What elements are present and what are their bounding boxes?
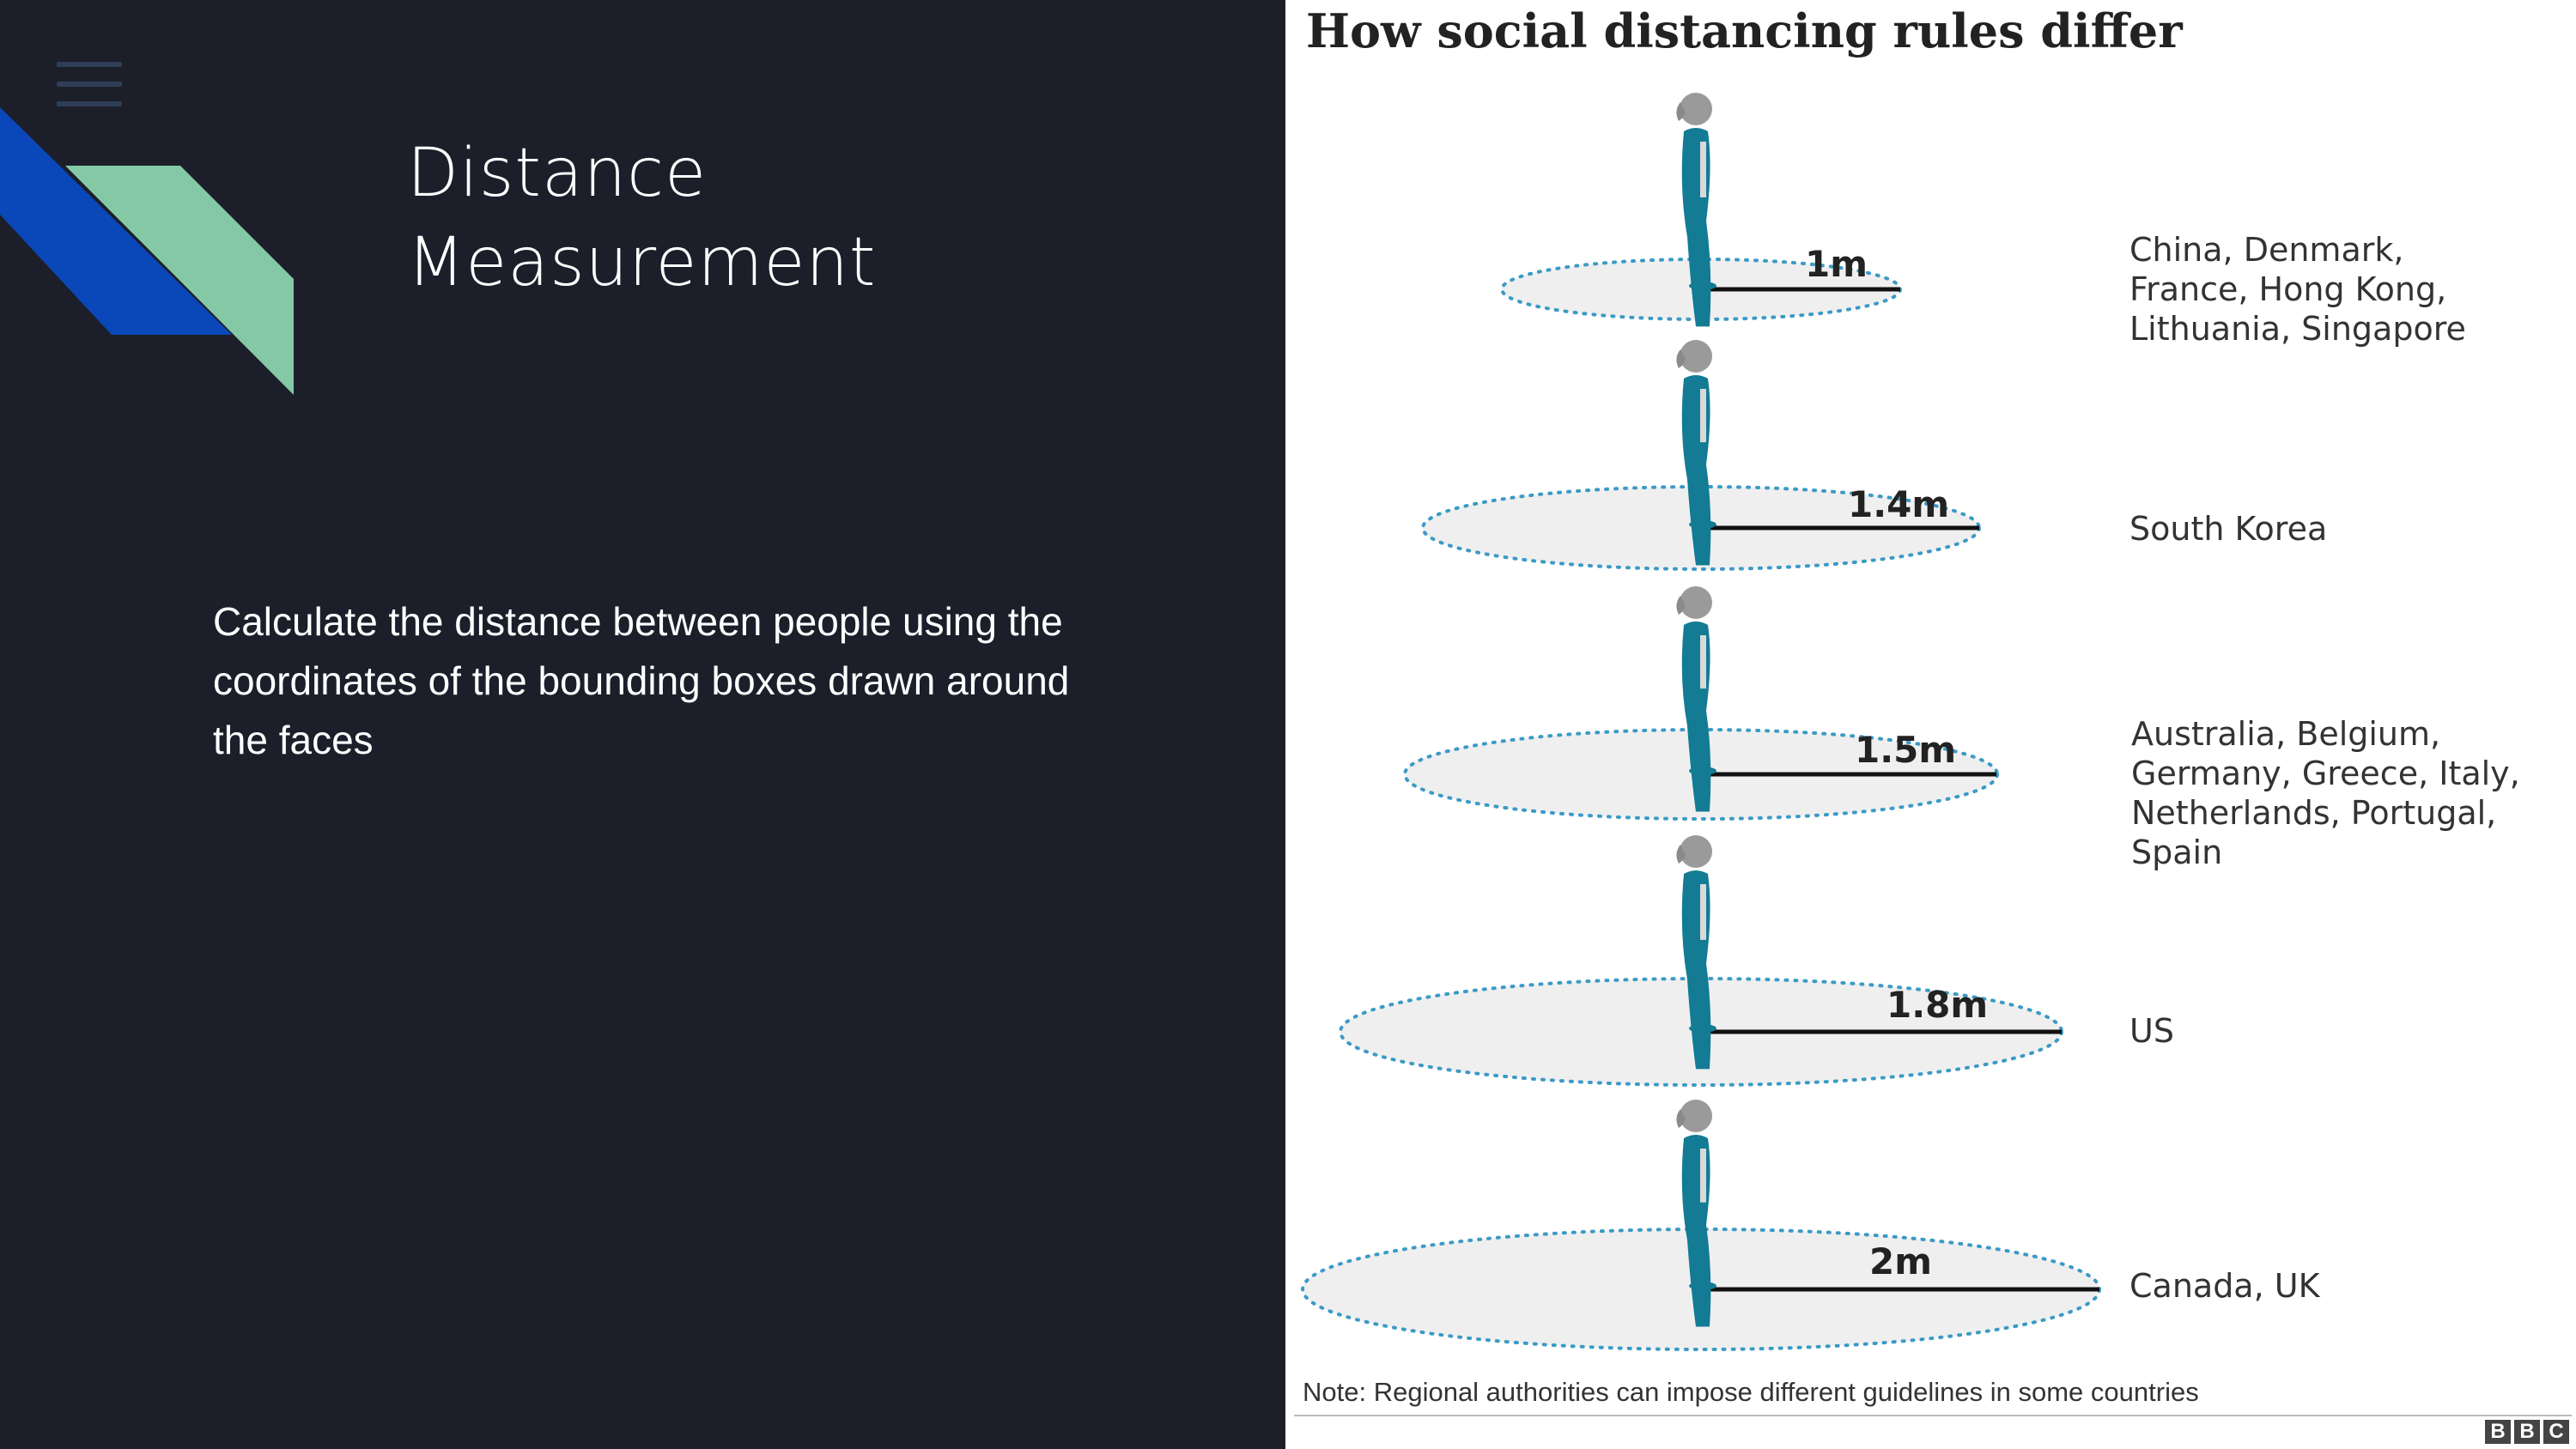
country-line: Spain xyxy=(2131,834,2223,871)
person-arm xyxy=(1700,635,1706,689)
country-list: South Korea xyxy=(2129,509,2327,549)
person-hair xyxy=(1676,102,1686,121)
country-list: China, Denmark, France, Hong Kong, Lithuan… xyxy=(2129,230,2466,349)
slide-left-panel: Distance Measurement Calculate the dista… xyxy=(0,0,1285,1449)
country-line: Lithuania, Singapore xyxy=(2129,310,2466,348)
country-line: China, Denmark, xyxy=(2129,231,2404,269)
distance-label: 1.4m xyxy=(1848,483,1949,525)
infographic-title: How social distancing rules differ xyxy=(1306,3,2183,58)
infographic-panel: How social distancing rules differ 1m 1.4… xyxy=(1285,0,2576,1449)
person-hair xyxy=(1676,1109,1686,1128)
slide-description: Calculate the distance between people us… xyxy=(213,599,1070,762)
person-arm xyxy=(1700,1149,1706,1203)
country-list: US xyxy=(2129,1011,2174,1051)
infographic-note: Note: Regional authorities can impose di… xyxy=(1303,1377,2199,1407)
slide-title: Distance Measurement xyxy=(407,129,877,307)
person-foot xyxy=(1689,1282,1716,1290)
country-line: South Korea xyxy=(2129,510,2328,548)
person-head xyxy=(1680,586,1712,619)
person-arm xyxy=(1700,142,1706,197)
person-foot xyxy=(1689,520,1716,529)
person-head xyxy=(1680,340,1712,373)
bbc-logo: B B C xyxy=(2485,1420,2569,1444)
distance-label: 1.8m xyxy=(1886,984,1988,1026)
person-head xyxy=(1680,93,1712,125)
person-foot xyxy=(1689,1024,1716,1033)
country-line: Germany, Greece, Italy, xyxy=(2131,755,2520,792)
person-foot xyxy=(1689,767,1716,775)
person-foot xyxy=(1689,282,1716,290)
divider xyxy=(1294,1415,2572,1416)
country-line: US xyxy=(2129,1012,2174,1050)
decorative-shapes xyxy=(0,107,294,395)
country-line: Canada, UK xyxy=(2129,1267,2320,1305)
slide-title-line-1: Distance xyxy=(407,135,708,212)
bbc-logo-letter: B xyxy=(2514,1420,2540,1444)
person-hair xyxy=(1676,596,1686,615)
country-list: Australia, Belgium, Germany, Greece, Ital… xyxy=(2131,714,2520,872)
distance-label: 2m xyxy=(1869,1240,1932,1282)
bbc-logo-letter: C xyxy=(2543,1420,2569,1444)
distance-label: 1m xyxy=(1805,243,1868,285)
distance-label: 1.5m xyxy=(1855,729,1956,771)
country-line: Australia, Belgium, xyxy=(2131,715,2441,753)
person-hair xyxy=(1676,349,1686,368)
person-hair xyxy=(1676,845,1686,864)
country-list: Canada, UK xyxy=(2129,1266,2320,1306)
person-arm xyxy=(1700,884,1706,940)
slide-title-line-2: Measurement xyxy=(407,224,877,301)
bbc-logo-letter: B xyxy=(2485,1420,2511,1444)
person-arm xyxy=(1700,389,1706,443)
person-head xyxy=(1680,835,1712,868)
distance-figures: 1m 1.4m 1.5m 1.8m 2m xyxy=(1301,93,2101,1351)
country-line: France, Hong Kong, xyxy=(2129,270,2447,308)
country-line: Netherlands, Portugal, xyxy=(2131,794,2497,832)
menu-icon[interactable] xyxy=(57,62,122,106)
person-head xyxy=(1680,1100,1712,1132)
